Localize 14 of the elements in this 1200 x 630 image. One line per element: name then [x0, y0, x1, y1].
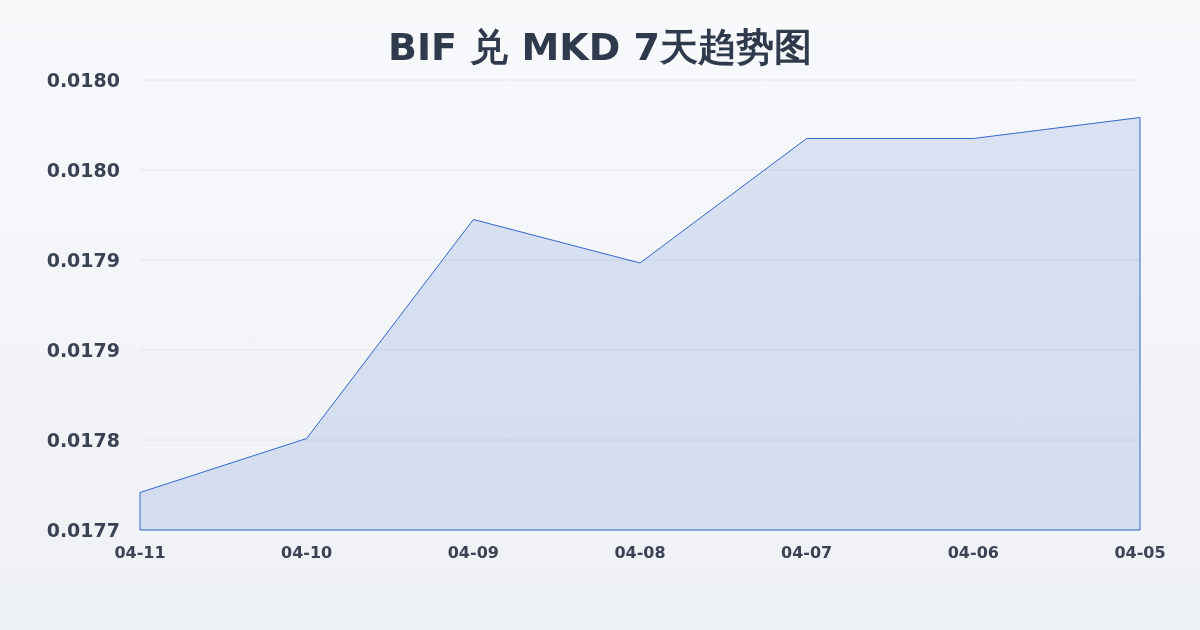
y-tick-label: 0.0178	[46, 429, 120, 451]
x-tick-label: 04-09	[447, 543, 499, 562]
x-tick-label: 04-11	[114, 543, 166, 562]
y-tick-label: 0.0179	[46, 249, 120, 271]
x-tick-label: 04-07	[781, 543, 833, 562]
x-tick-label: 04-08	[614, 543, 666, 562]
y-tick-label: 0.0180	[46, 159, 120, 181]
y-tick-label: 0.0179	[46, 339, 120, 361]
x-tick-label: 04-06	[947, 543, 999, 562]
chart-title: BIF 兑 MKD 7天趋势图	[388, 25, 812, 69]
y-tick-label: 0.0177	[46, 519, 120, 541]
x-tick-label: 04-10	[281, 543, 333, 562]
y-tick-label: 0.0180	[46, 69, 120, 91]
x-tick-label: 04-05	[1114, 543, 1166, 562]
